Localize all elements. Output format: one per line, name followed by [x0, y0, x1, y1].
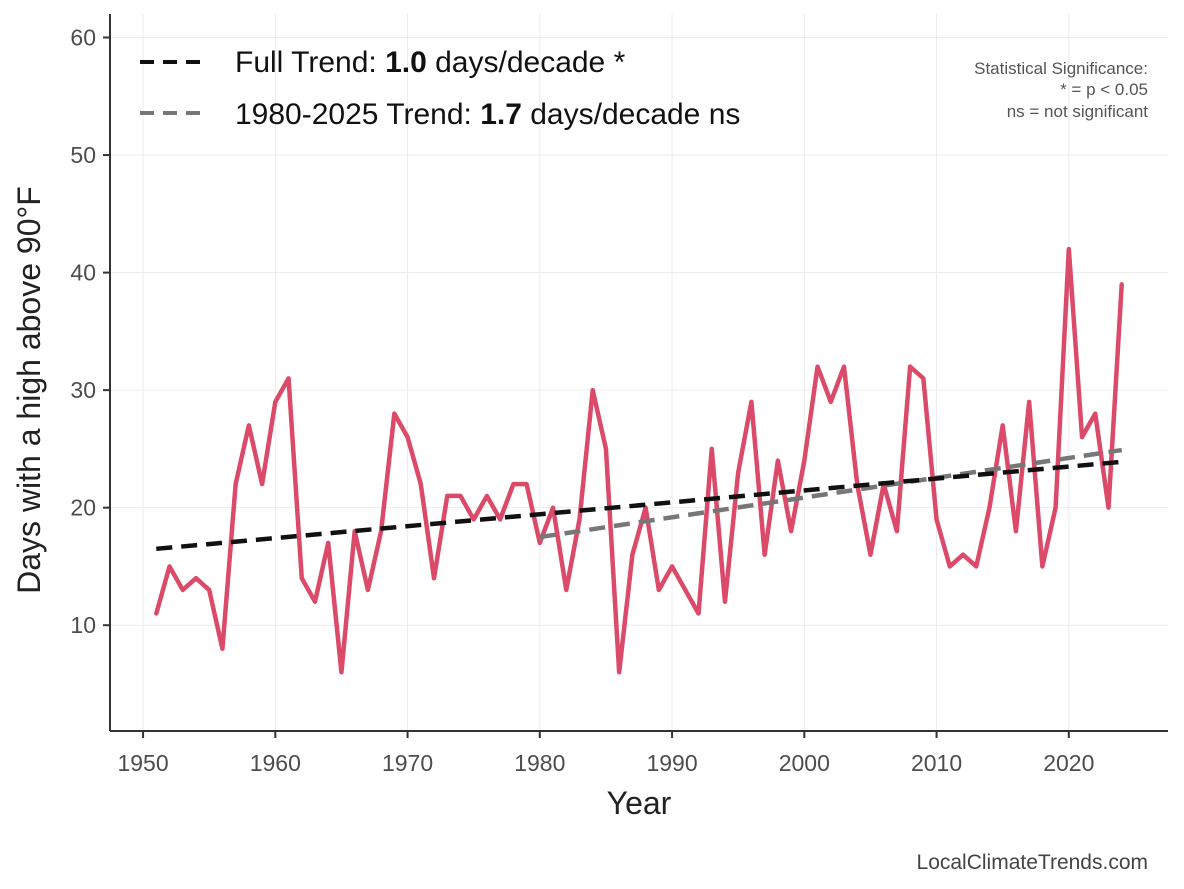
- x-tick-label-1980: 1980: [514, 750, 565, 776]
- x-ticks: 1950 1960 1970 1980 1990 2000 2010 2020: [117, 731, 1094, 776]
- axes: [109, 14, 1168, 732]
- trend-line-1: [539, 447, 1123, 540]
- y-tick-label-50: 50: [70, 142, 96, 168]
- x-tick-label-1960: 1960: [250, 750, 301, 776]
- trend-line-0: [156, 459, 1122, 552]
- y-tick-label-30: 30: [70, 377, 96, 403]
- y-ticks: 10 20 30 40 50 60: [70, 25, 110, 638]
- y-tick-label-10: 10: [70, 612, 96, 638]
- series-line-0: [154, 246, 1124, 675]
- x-tick-label-2000: 2000: [779, 750, 830, 776]
- legend-value-full-trend: 1.0: [385, 46, 427, 79]
- x-tick-label-1990: 1990: [646, 750, 697, 776]
- y-tick-label-20: 20: [70, 495, 96, 521]
- legend-label-full-trend: Full Trend: 1.0 days/decade *: [235, 46, 626, 79]
- legend-value-recent-trend: 1.7: [480, 98, 522, 131]
- significance-ns: ns = not significant: [1007, 102, 1149, 121]
- x-tick-label-1970: 1970: [382, 750, 433, 776]
- x-axis-title: Year: [607, 785, 672, 821]
- credit-text: LocalClimateTrends.com: [917, 851, 1148, 874]
- y-tick-label-60: 60: [70, 25, 96, 51]
- trend-lines: [156, 447, 1123, 552]
- legend-label-recent-trend: 1980-2025 Trend: 1.7 days/decade ns: [235, 98, 740, 131]
- y-tick-label-40: 40: [70, 260, 96, 286]
- significance-star: * = p < 0.05: [1060, 80, 1148, 99]
- x-tick-label-1950: 1950: [117, 750, 168, 776]
- x-tick-label-2010: 2010: [911, 750, 962, 776]
- series-lines: [154, 246, 1124, 675]
- y-axis-title: Days with a high above 90°F: [11, 186, 47, 594]
- legend: Full Trend: 1.0 days/decade * 1980-2025 …: [140, 46, 740, 131]
- x-tick-label-2020: 2020: [1043, 750, 1094, 776]
- significance-title: Statistical Significance:: [974, 59, 1148, 78]
- significance-note: Statistical Significance: * = p < 0.05 n…: [974, 59, 1148, 121]
